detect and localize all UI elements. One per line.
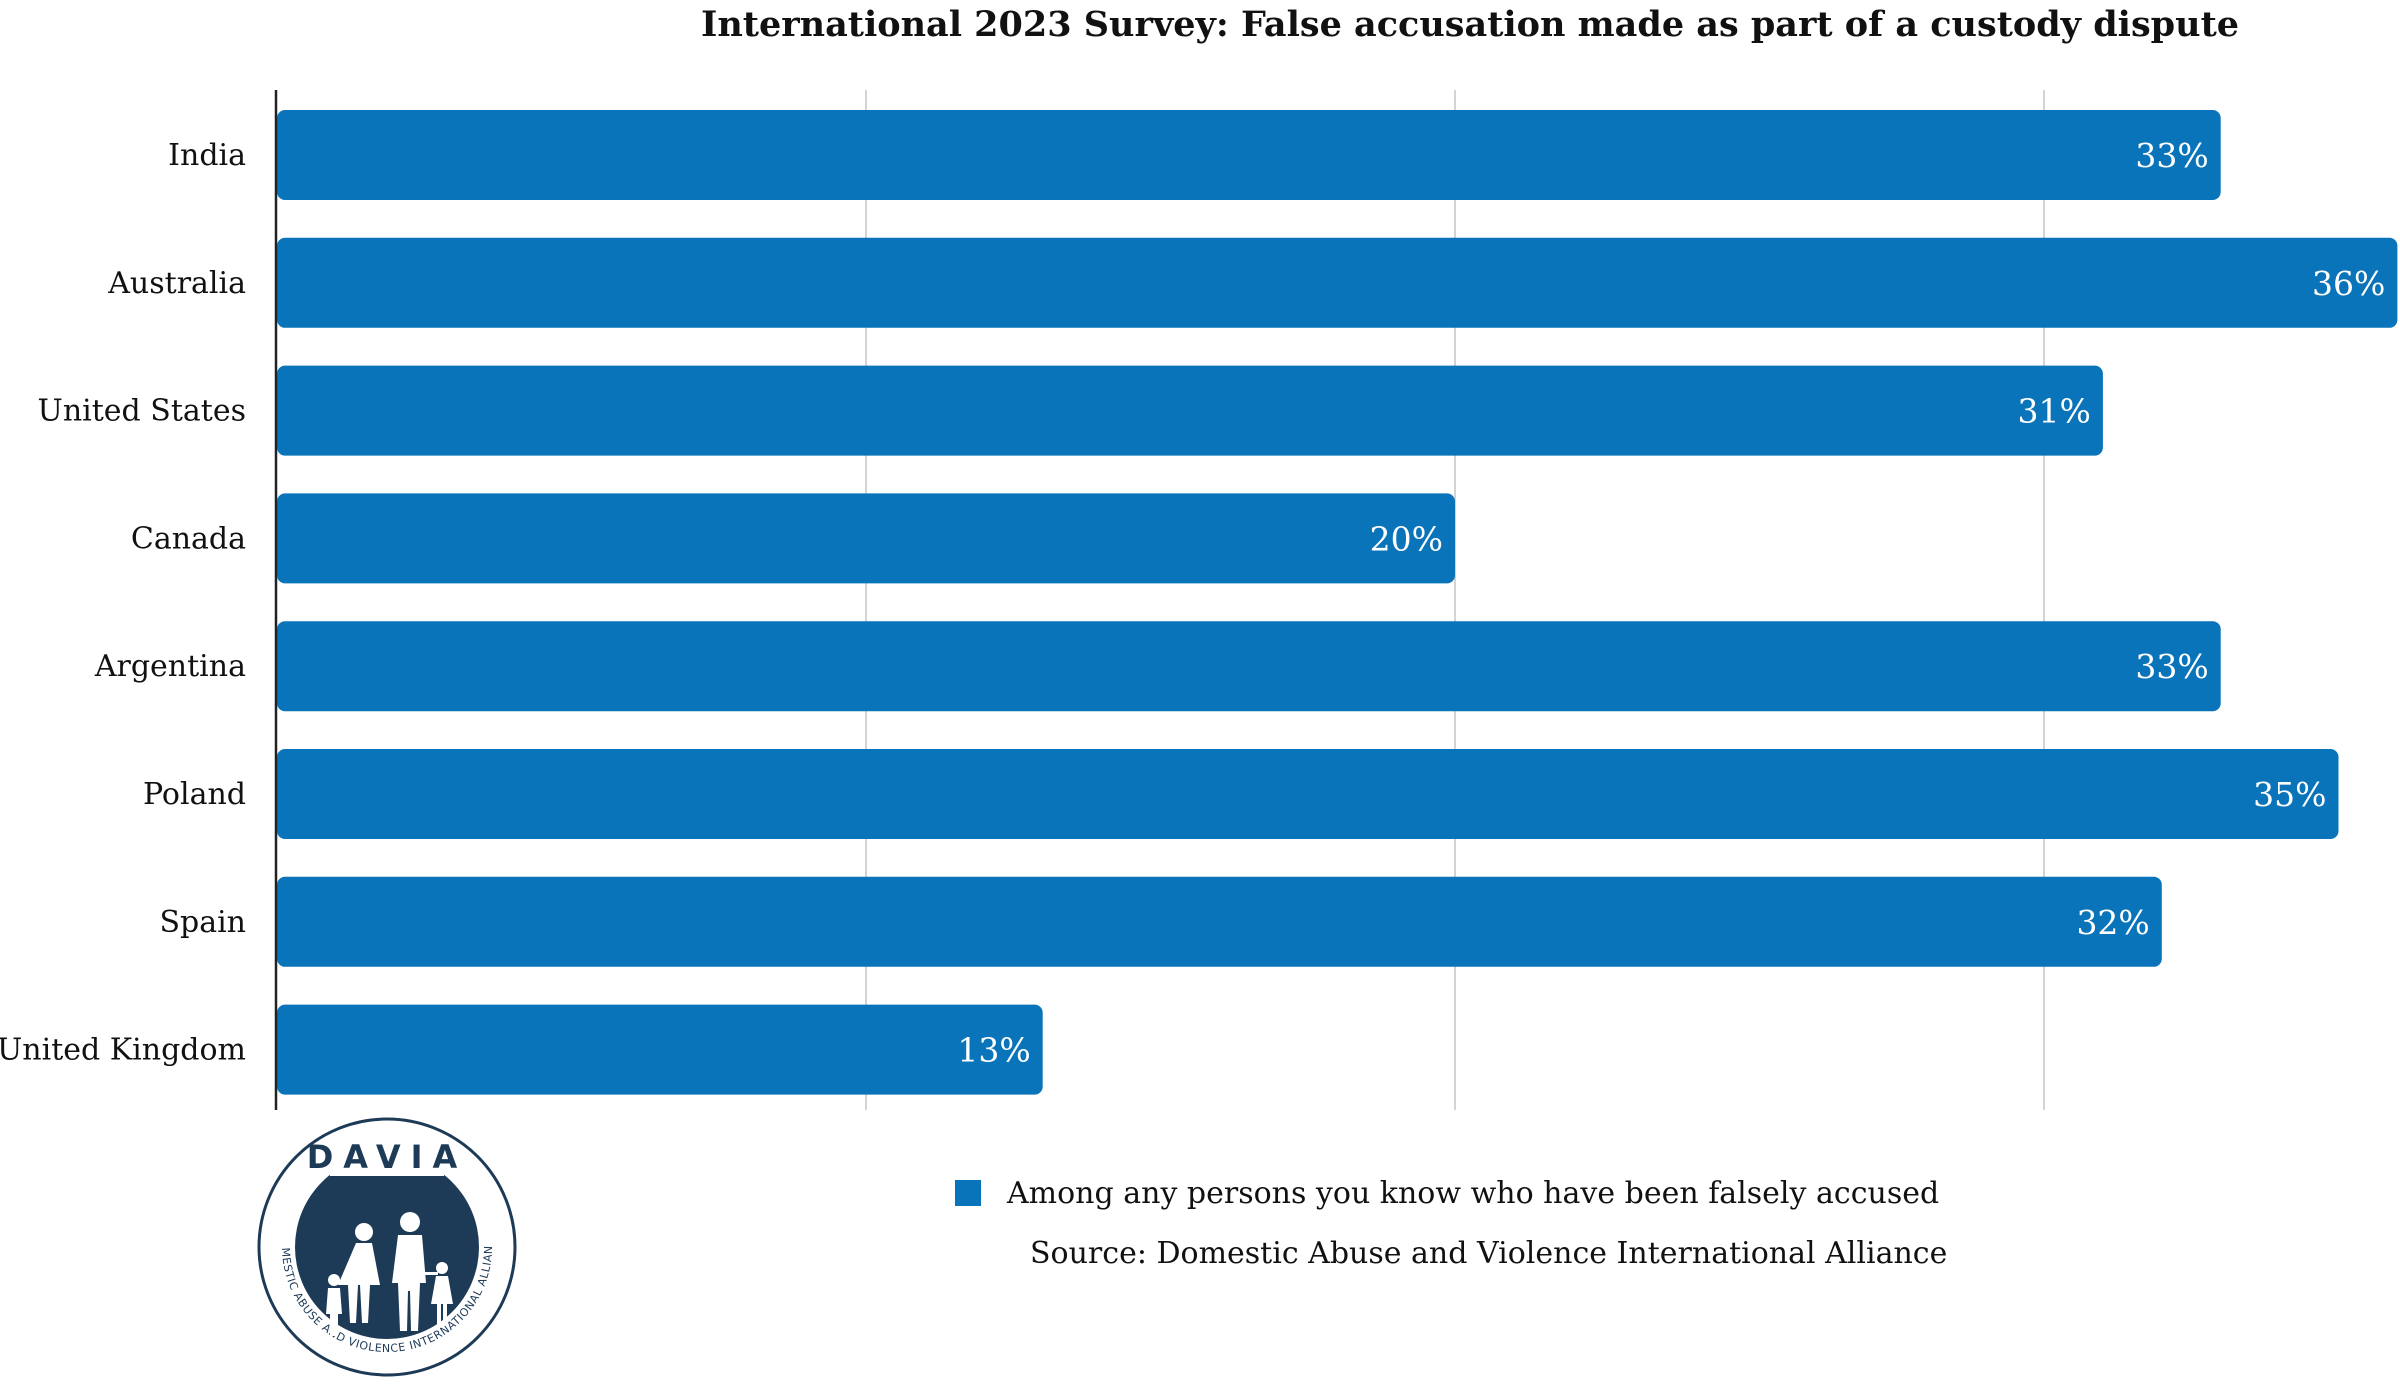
bar-united-states	[277, 365, 2103, 456]
value-label: 35%	[2253, 775, 2326, 814]
family-logo-icon: DAVIA DOMESTIC ABUSE AND VIOLENCE INTERN…	[247, 1102, 517, 1377]
bars: 33% India 36% Australia 31% United States 20% C…	[0, 110, 2398, 1095]
bar-australia	[277, 237, 2398, 328]
category-label: United States	[38, 394, 246, 429]
category-label: United Kingdom	[0, 1033, 246, 1068]
legend-swatch	[955, 1180, 981, 1206]
bar-poland	[277, 749, 2339, 839]
bar-spain	[277, 876, 2162, 967]
legend: Among any persons you know who have been…	[955, 1170, 1939, 1216]
category-label: Argentina	[94, 649, 246, 684]
category-label: India	[168, 138, 246, 173]
chart-title: International 2023 Survey: False accusat…	[700, 4, 2240, 45]
value-label: 32%	[2076, 903, 2149, 942]
value-label: 13%	[957, 1031, 1030, 1070]
category-label: Australia	[107, 266, 246, 301]
value-label: 20%	[1370, 519, 1443, 558]
value-label: 31%	[2018, 392, 2091, 431]
value-label: 33%	[2135, 647, 2208, 686]
value-label: 33%	[2135, 136, 2208, 175]
legend-label: Among any persons you know who have been…	[1007, 1175, 1940, 1211]
bar-canada	[277, 493, 1455, 584]
bar-india	[277, 110, 2221, 200]
category-label: Poland	[143, 777, 246, 812]
davia-logo: DAVIA DOMESTIC ABUSE AND VIOLENCE INTERN…	[247, 1102, 522, 1382]
logo-acronym: DAVIA	[307, 1138, 468, 1176]
category-label: Canada	[131, 521, 246, 556]
bar-united-kingdom	[277, 1004, 1043, 1095]
bar-argentina	[277, 621, 2221, 712]
value-label: 36%	[2312, 264, 2385, 303]
source-note: Source: Domestic Abuse and Violence Inte…	[1030, 1236, 1948, 1271]
category-label: Spain	[159, 905, 246, 940]
